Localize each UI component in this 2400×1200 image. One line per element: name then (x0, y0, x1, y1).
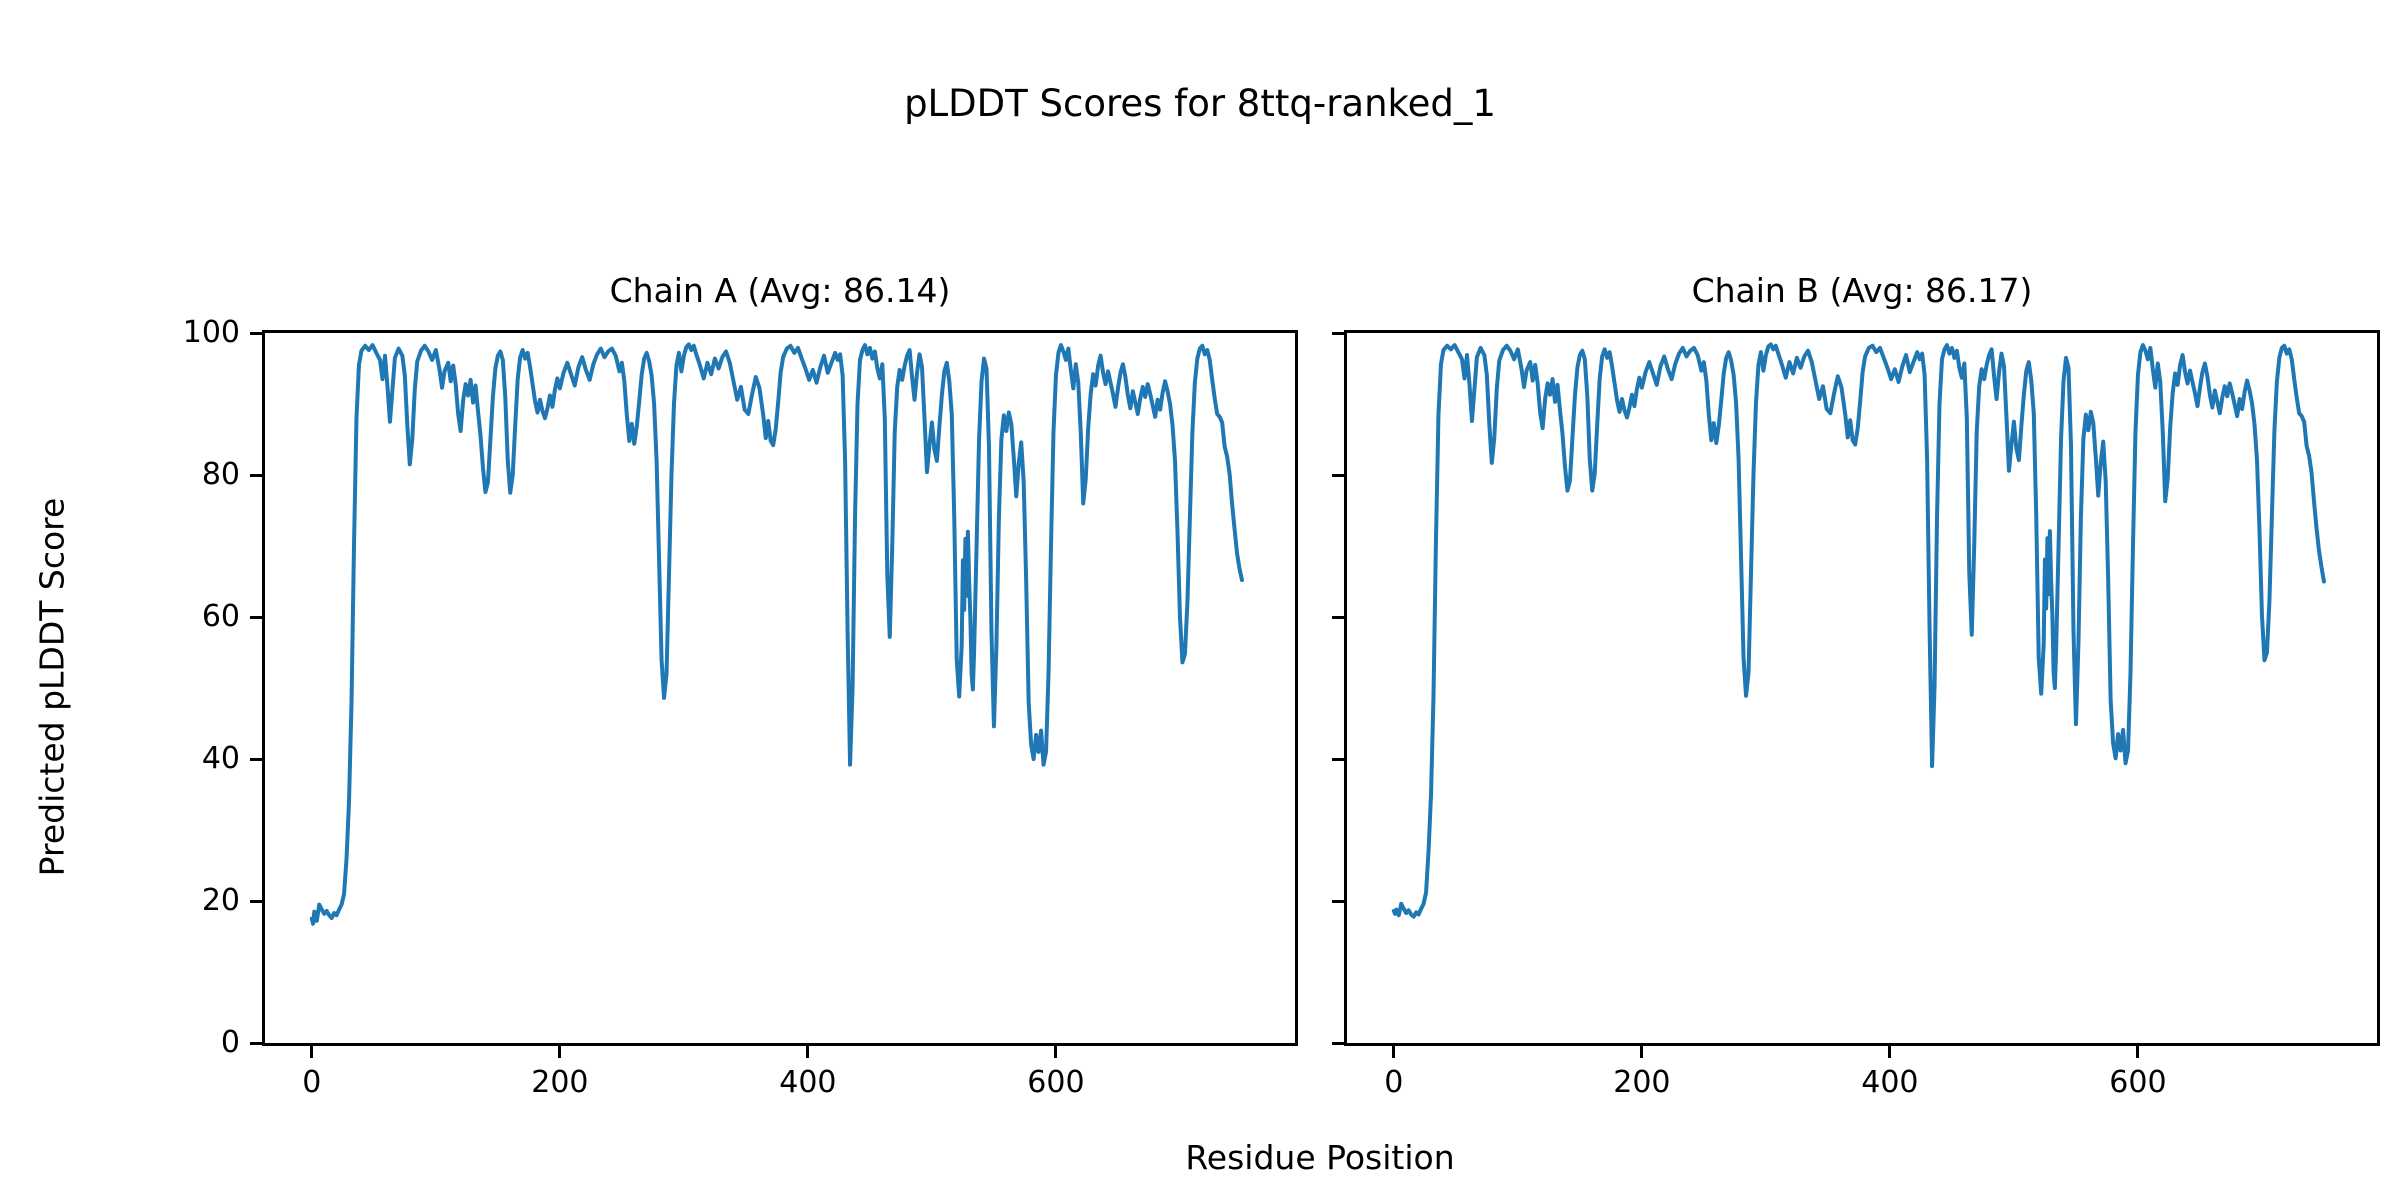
x-tick-label: 400 (779, 1065, 837, 1100)
x-tick-label: 600 (2109, 1065, 2167, 1100)
x-tick-mark (806, 1043, 810, 1058)
y-axis-label: Predicted pLDDT Score (32, 497, 72, 877)
y-tick-label: 60 (201, 599, 240, 634)
x-tick-label: 600 (1027, 1065, 1085, 1100)
y-tick-mark (250, 757, 265, 761)
plddt-series-chain-b (1391, 342, 2326, 919)
y-tick-label: 80 (201, 457, 240, 492)
x-axis-label-container: Residue Position (0, 1138, 2400, 1177)
y-tick-mark (1332, 473, 1347, 477)
y-tick-mark (250, 899, 265, 903)
figure-suptitle: pLDDT Scores for 8ttq-ranked_1 (904, 82, 1496, 125)
x-tick-mark (558, 1043, 562, 1058)
y-tick-label: 20 (201, 883, 240, 918)
y-tick-label: 40 (201, 741, 240, 776)
y-tick-mark (1332, 757, 1347, 761)
subplot-chain-b: Chain B (Avg: 86.17) 0 200 400 600 (1332, 271, 2380, 1100)
x-tick-mark (1392, 1043, 1396, 1058)
y-tick-mark (1332, 899, 1347, 903)
x-tick-label: 0 (1384, 1065, 1404, 1100)
y-tick-mark (1332, 615, 1347, 619)
y-tick-label: 100 (182, 315, 240, 350)
subplot-chain-a: Chain A (Avg: 86.14) 0 200 400 600 0 20 40 60 80… (183, 271, 1298, 1100)
x-tick-label: 0 (302, 1065, 322, 1100)
plddt-series-chain-a (309, 342, 1244, 926)
y-tick-mark (250, 615, 265, 619)
y-tick-mark (1332, 331, 1347, 335)
y-tick-mark (250, 1041, 265, 1045)
y-tick-mark (250, 473, 265, 477)
x-axis-label: Residue Position (1185, 1138, 1455, 1177)
subplot-title-chain-a: Chain A (Avg: 86.14) (609, 271, 951, 310)
x-tick-label: 400 (1861, 1065, 1919, 1100)
plddt-line-chart-chain-b (1391, 342, 2326, 919)
y-tick-mark (250, 331, 265, 335)
y-tick-label: 0 (220, 1025, 240, 1060)
x-tick-mark (2136, 1043, 2140, 1058)
x-tick-mark (1054, 1043, 1058, 1058)
x-tick-label: 200 (1613, 1065, 1671, 1100)
x-tick-mark (310, 1043, 314, 1058)
x-tick-label: 200 (531, 1065, 589, 1100)
x-tick-mark (1640, 1043, 1644, 1058)
x-tick-mark (1888, 1043, 1892, 1058)
plddt-line-chart-chain-a (309, 342, 1244, 926)
y-tick-mark (1332, 1041, 1347, 1045)
subplot-title-chain-b: Chain B (Avg: 86.17) (1691, 271, 2033, 310)
